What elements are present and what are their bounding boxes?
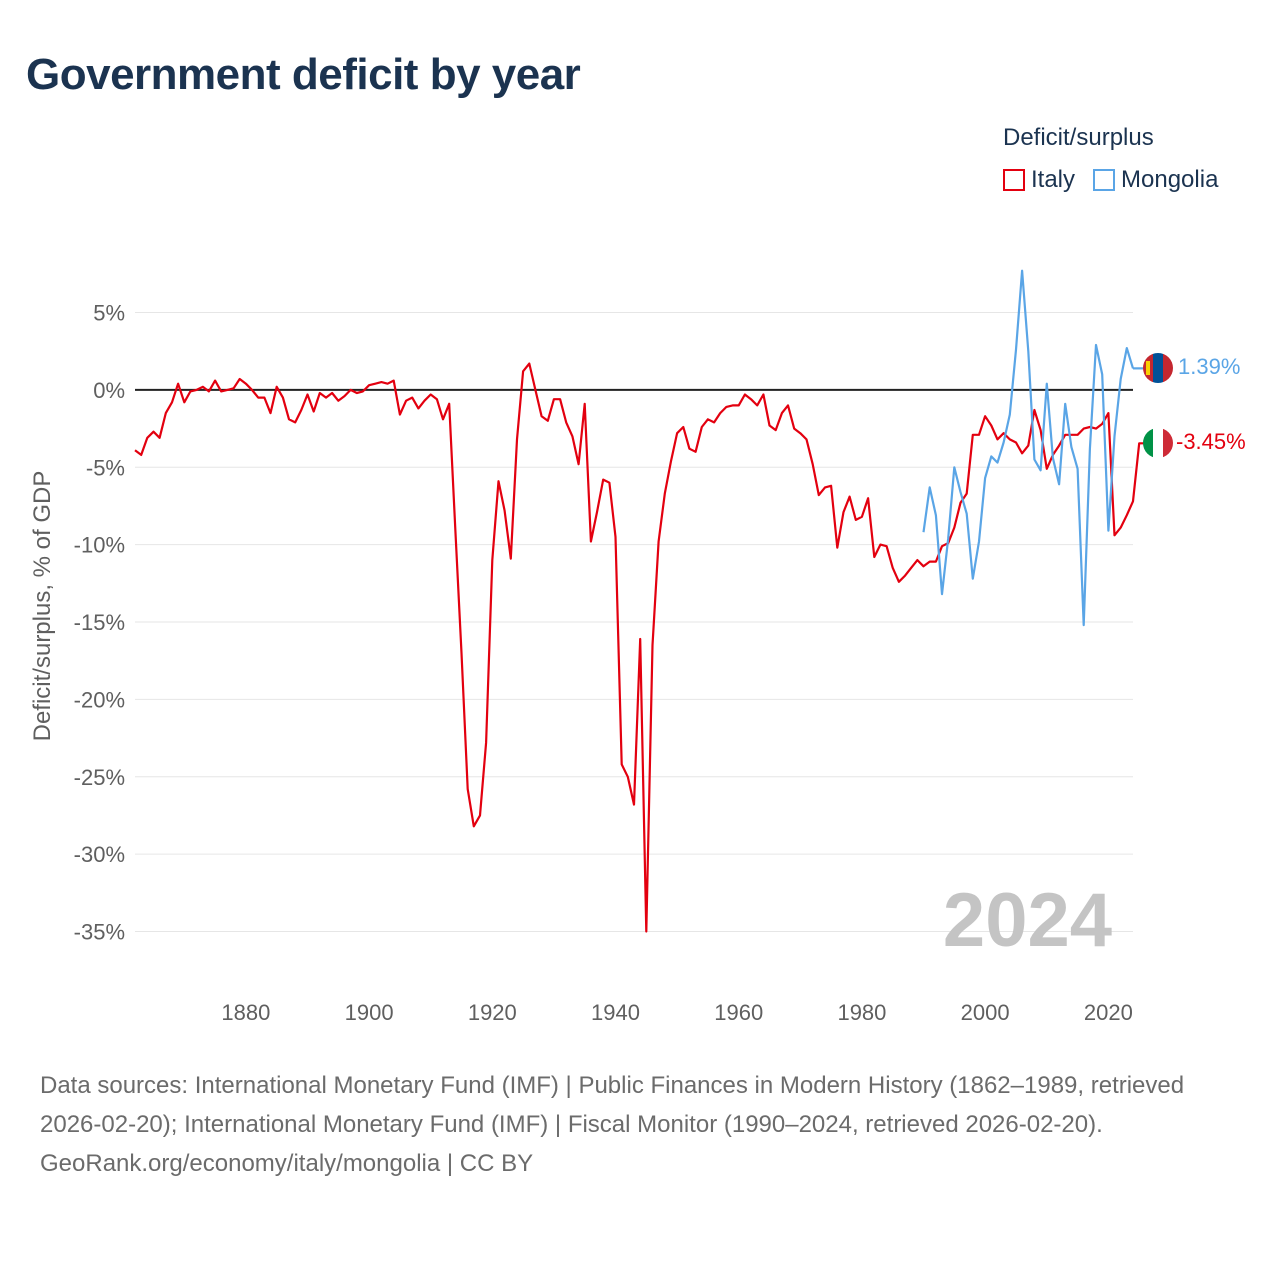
y-axis-title: Deficit/surplus, % of GDP (29, 471, 56, 742)
legend-swatch-italy (1003, 169, 1025, 191)
chart-title: Government deficit by year (26, 50, 581, 99)
x-tick-label: 2000 (961, 1000, 1010, 1025)
y-tick-label: -10% (74, 533, 125, 558)
legend-label-mongolia: Mongolia (1121, 166, 1219, 193)
y-tick-label: 0% (93, 378, 125, 403)
flag-italy-icon (1143, 428, 1173, 458)
y-tick-label: -5% (86, 455, 125, 480)
end-label-italy: -3.45% (1176, 429, 1246, 454)
y-tick-label: -35% (74, 920, 125, 945)
footer-credit: GeoRank.org/economy/italy/mongolia | CC … (40, 1150, 534, 1177)
series-layer (134, 269, 1146, 933)
y-tick-label: -20% (74, 687, 125, 712)
legend-item-mongolia[interactable]: Mongolia (1093, 166, 1218, 194)
legend-label-italy: Italy (1031, 166, 1076, 193)
series-line-mongolia (922, 269, 1135, 627)
x-tick-label: 1920 (468, 1000, 517, 1025)
line-chart: 5% 0% -5% -10% -15% -20% -25% -30% -35% 1880 1900… (29, 269, 1246, 1025)
y-axis-ticks: 5% 0% -5% -10% -15% -20% -25% -30% -35% (74, 301, 125, 945)
y-tick-label: 5% (93, 301, 125, 326)
x-tick-label: 1880 (221, 1000, 270, 1025)
end-label-mongolia: 1.39% (1178, 354, 1240, 379)
legend: Italy Mongolia (1003, 166, 1236, 194)
flag-mongolia-icon (1143, 353, 1173, 383)
x-tick-label: 1960 (714, 1000, 763, 1025)
series-line-italy (134, 362, 1146, 933)
x-tick-label: 1980 (837, 1000, 886, 1025)
x-axis-ticks: 1880 1900 1920 1940 1960 1980 2000 2020 (221, 1000, 1132, 1025)
x-tick-label: 1900 (345, 1000, 394, 1025)
legend-title: Deficit/surplus (1003, 124, 1154, 151)
x-tick-label: 2020 (1084, 1000, 1133, 1025)
y-tick-label: -30% (74, 842, 125, 867)
footer-sources: Data sources: International Monetary Fun… (40, 1072, 1185, 1138)
legend-item-italy[interactable]: Italy (1003, 166, 1075, 194)
y-tick-label: -15% (74, 610, 125, 635)
footer: Data sources: International Monetary Fun… (40, 1066, 1250, 1183)
legend-swatch-mongolia (1093, 169, 1116, 191)
year-watermark: 2024 (943, 878, 1112, 963)
x-tick-label: 1940 (591, 1000, 640, 1025)
y-tick-label: -25% (74, 765, 125, 790)
